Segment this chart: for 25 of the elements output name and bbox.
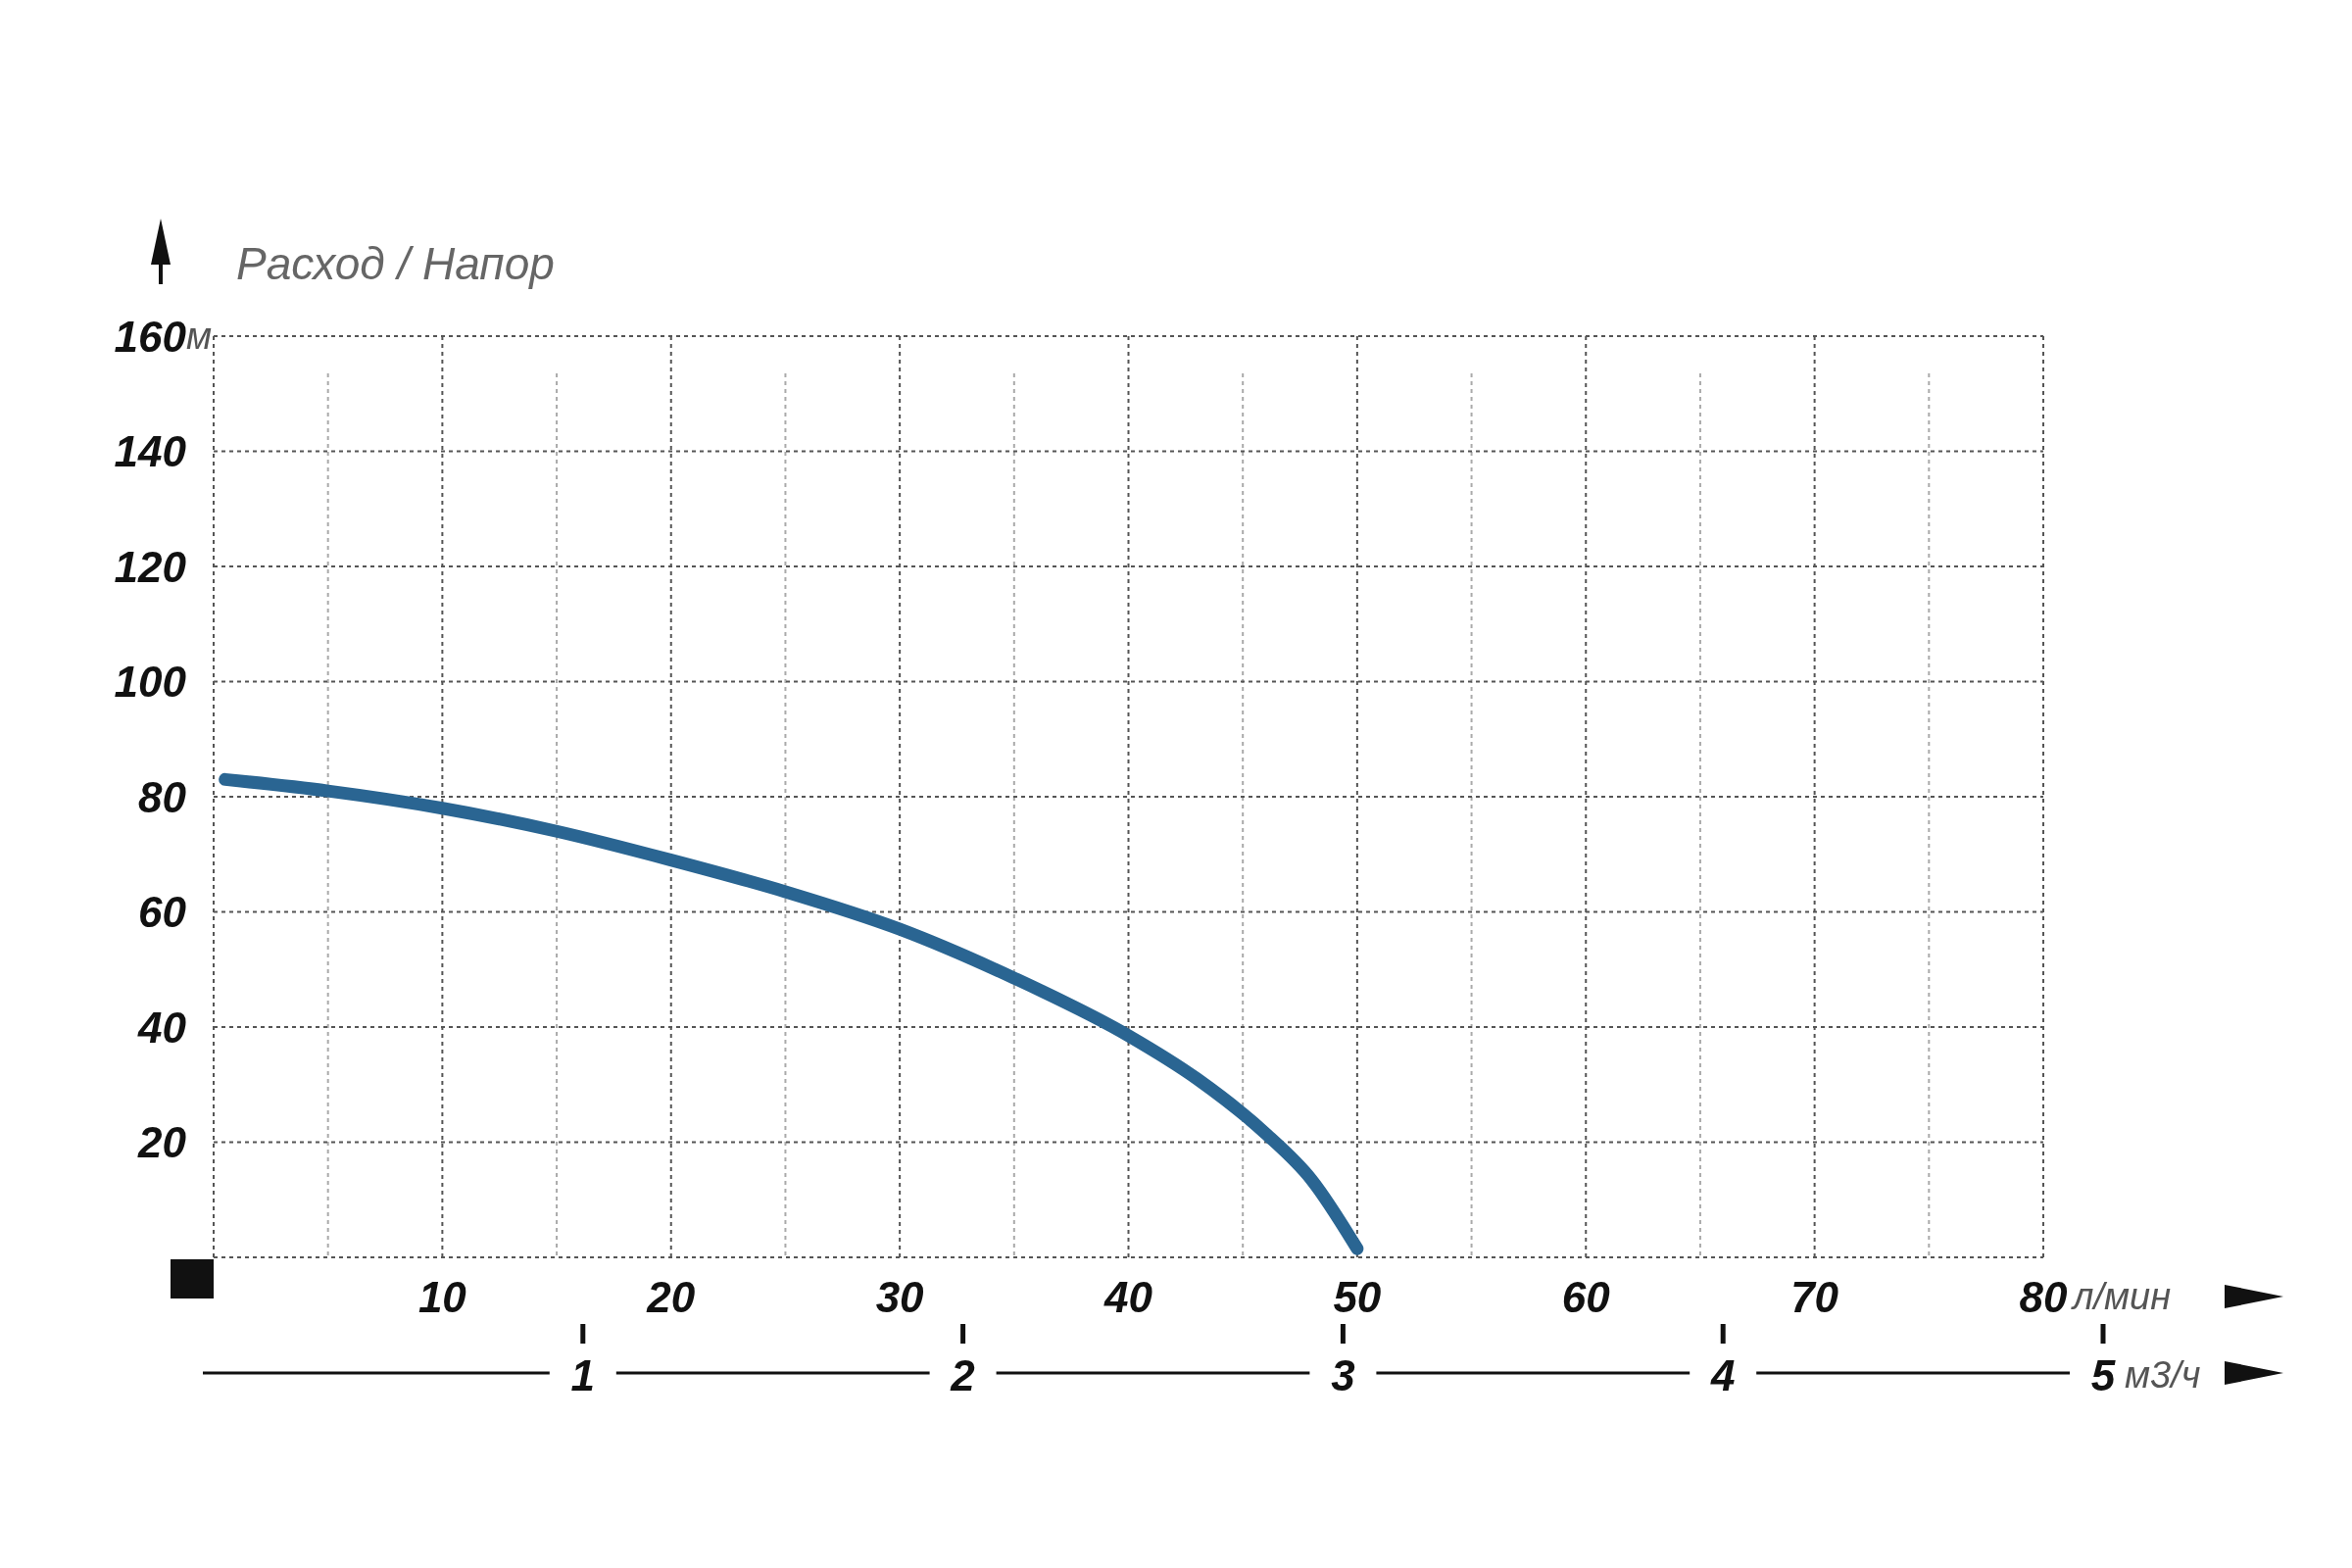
x-tick-label: 60 xyxy=(1561,1272,1611,1321)
y-tick-label: 80 xyxy=(138,772,187,821)
y-axis-title: Расход / Напор xyxy=(236,238,555,289)
x2-tick-label: 3 xyxy=(1331,1350,1355,1399)
y-tick-label: 140 xyxy=(114,427,187,475)
x-tick-label: 20 xyxy=(646,1272,696,1321)
y-tick-label: 160 xyxy=(114,312,187,361)
x2-tick-label: 1 xyxy=(570,1350,596,1399)
y-tick-label: 40 xyxy=(137,1003,187,1052)
x-axis-title: л/мин xyxy=(2071,1276,2172,1317)
y-tick-label: 60 xyxy=(138,888,187,936)
x-tick-label: 80 xyxy=(2019,1272,2068,1321)
y-tick-label: 20 xyxy=(137,1118,187,1166)
y-tick-label: 120 xyxy=(114,542,187,591)
x-tick-label: 50 xyxy=(1333,1272,1382,1321)
x-tick-label: 70 xyxy=(1790,1272,1839,1321)
x-tick-label: 30 xyxy=(875,1272,925,1321)
x2-tick-label: 4 xyxy=(1709,1350,1736,1399)
text: м xyxy=(186,316,213,357)
x-tick-label: 40 xyxy=(1103,1272,1153,1321)
x-tick-label: 10 xyxy=(417,1272,467,1321)
y-tick-label: 100 xyxy=(114,658,187,706)
x2-tick-label: 2 xyxy=(950,1350,976,1399)
x2-tick-label: 5 xyxy=(2090,1350,2116,1399)
x2-axis-title: м3/ч xyxy=(2125,1354,2201,1396)
